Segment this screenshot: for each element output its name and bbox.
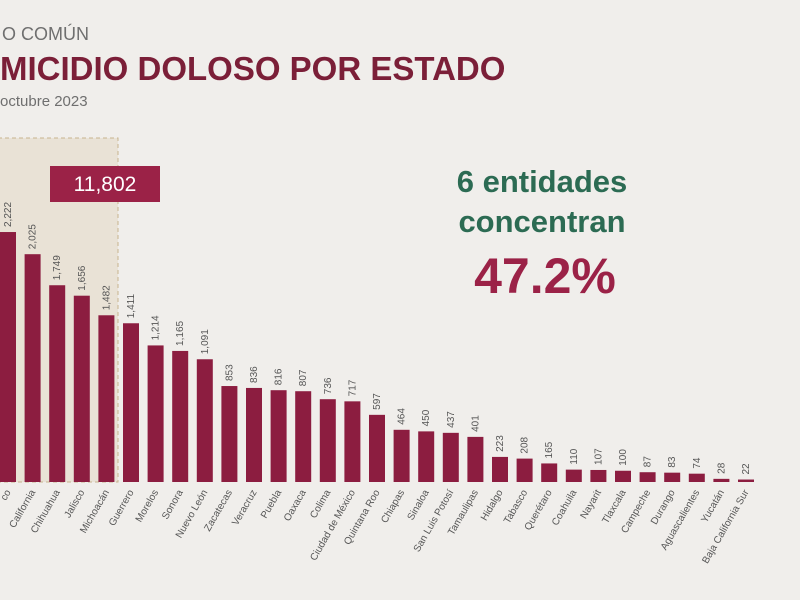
value-label: 1,482 (101, 285, 112, 310)
bar (688, 473, 705, 482)
value-label: 110 (569, 448, 580, 464)
bar (270, 390, 287, 482)
value-label: 597 (372, 393, 383, 410)
value-label: 1,749 (52, 255, 63, 280)
bar (492, 456, 508, 482)
value-label: 1,411 (126, 294, 137, 319)
value-label: 836 (249, 366, 260, 383)
value-label: 1,091 (200, 329, 211, 354)
value-label: 450 (421, 409, 432, 426)
value-label: 87 (643, 456, 654, 468)
value-label: 83 (667, 456, 678, 468)
bar (123, 323, 139, 482)
bar (442, 432, 459, 482)
bar (369, 414, 385, 482)
value-label: 437 (446, 411, 457, 428)
bar (615, 470, 631, 482)
value-label: 107 (593, 448, 604, 465)
value-label: 28 (716, 462, 727, 474)
annotation-share: 47.2% (474, 248, 616, 304)
value-label: 816 (274, 368, 285, 385)
value-label: 165 (544, 441, 555, 458)
value-label: 2,222 (3, 202, 14, 227)
bar (196, 359, 213, 482)
annotation: concentran (458, 204, 625, 239)
value-label: 853 (224, 364, 235, 381)
bar (664, 472, 681, 482)
value-label: 100 (618, 449, 629, 466)
bar (246, 387, 262, 482)
bar (418, 431, 435, 482)
bar (172, 350, 189, 482)
value-label: 1,214 (151, 315, 162, 340)
value-label: 401 (470, 415, 481, 432)
bar (98, 315, 115, 482)
value-label: 2,025 (28, 224, 39, 249)
bar (467, 436, 484, 482)
bar (541, 463, 558, 482)
bar (295, 391, 312, 482)
bar (344, 401, 361, 482)
supertitle: O COMÚN (2, 23, 89, 44)
value-label: 22 (741, 463, 752, 475)
total-box (50, 166, 160, 202)
bar (319, 399, 336, 482)
chart-title: MICIDIO DOLOSO POR ESTADO (0, 50, 505, 87)
annotation: 6 entidades (457, 164, 628, 199)
value-label: 74 (692, 457, 703, 469)
bar (393, 429, 410, 482)
bar (49, 285, 66, 482)
value-label: 464 (397, 408, 408, 425)
value-label: 736 (323, 377, 334, 394)
value-label: 208 (520, 436, 531, 453)
bar (24, 254, 41, 482)
value-label: 1,165 (175, 320, 186, 345)
bar (565, 469, 582, 482)
bar (738, 479, 754, 482)
bar (73, 295, 90, 482)
bar (516, 458, 533, 482)
bar (713, 478, 730, 482)
value-label: 807 (298, 369, 309, 386)
value-label: 223 (495, 435, 506, 452)
subtitle: octubre 2023 (0, 93, 88, 110)
bar (221, 386, 238, 482)
bar (639, 472, 656, 482)
bar (147, 345, 164, 482)
highlight-total: 11,802 (74, 173, 137, 196)
value-label: 1,656 (77, 265, 88, 290)
value-label: 717 (347, 379, 358, 396)
bar (0, 232, 16, 482)
bar (590, 469, 607, 482)
